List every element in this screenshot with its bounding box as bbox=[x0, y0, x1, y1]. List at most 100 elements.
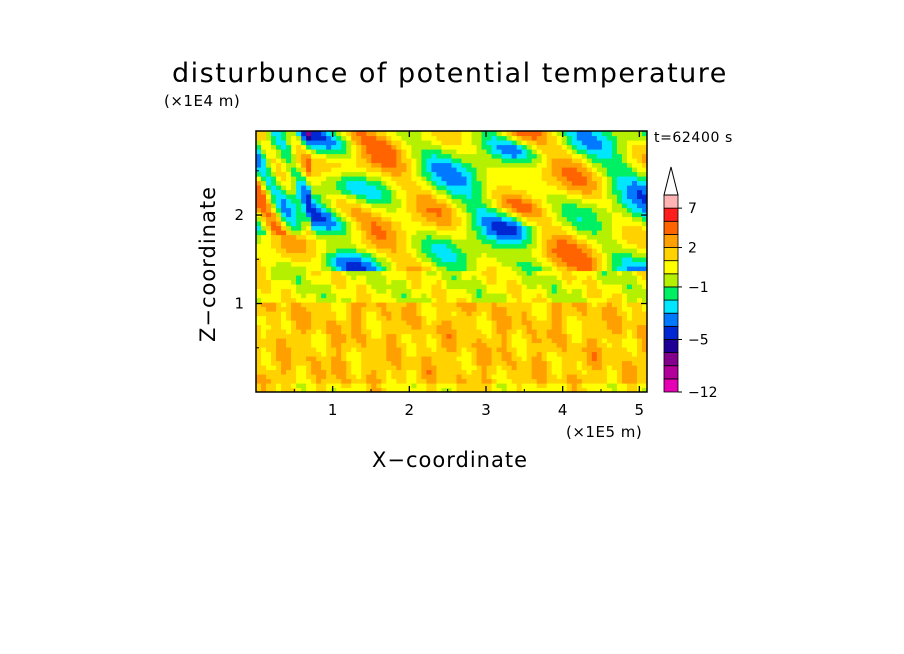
contour-cell bbox=[601, 131, 608, 137]
contour-cell bbox=[601, 162, 608, 168]
contour-cell bbox=[581, 239, 588, 245]
contour-cell bbox=[641, 270, 647, 276]
contour-cell bbox=[481, 221, 488, 227]
contour-cell bbox=[366, 135, 372, 141]
contour-cell bbox=[521, 221, 528, 227]
contour-cell bbox=[416, 176, 423, 182]
contour-cell bbox=[616, 185, 623, 191]
contour-cell bbox=[436, 365, 443, 371]
contour-cell bbox=[621, 225, 628, 231]
contour-cell bbox=[256, 306, 262, 312]
contour-cell bbox=[636, 189, 643, 195]
contour-cell bbox=[611, 167, 618, 173]
contour-cell bbox=[521, 360, 528, 366]
contour-cell bbox=[631, 248, 638, 254]
contour-cell bbox=[621, 360, 628, 366]
contour-cell bbox=[406, 198, 412, 204]
contour-cell bbox=[321, 171, 327, 177]
contour-cell bbox=[576, 347, 583, 353]
contour-cell bbox=[371, 144, 377, 150]
contour-cell bbox=[316, 338, 322, 344]
contour-cell bbox=[586, 351, 593, 357]
contour-cell bbox=[486, 153, 493, 159]
contour-cell bbox=[596, 360, 603, 366]
contour-cell bbox=[481, 158, 488, 164]
contour-cell bbox=[596, 234, 603, 240]
contour-cell bbox=[561, 270, 568, 276]
contour-cell bbox=[351, 338, 357, 344]
contour-cell bbox=[256, 288, 262, 294]
contour-cell bbox=[596, 198, 603, 204]
contour-cell bbox=[476, 266, 483, 272]
contour-cell bbox=[311, 261, 317, 267]
contour-cell bbox=[451, 135, 458, 141]
contour-cell bbox=[256, 329, 262, 335]
contour-cell bbox=[601, 185, 608, 191]
contour-cell bbox=[316, 356, 322, 362]
contour-cell bbox=[486, 270, 493, 276]
contour-cell bbox=[596, 270, 603, 276]
contour-cell bbox=[326, 383, 332, 389]
contour-cell bbox=[611, 153, 618, 159]
contour-cell bbox=[341, 324, 347, 330]
contour-cell bbox=[566, 378, 573, 384]
contour-cell bbox=[266, 171, 272, 177]
contour-cell bbox=[331, 149, 337, 155]
contour-cell bbox=[596, 239, 603, 245]
contour-cell bbox=[611, 315, 618, 321]
contour-cell bbox=[286, 351, 292, 357]
contour-cell bbox=[291, 288, 297, 294]
contour-cell bbox=[591, 135, 598, 141]
contour-cell bbox=[381, 383, 387, 389]
contour-cell bbox=[541, 171, 548, 177]
contour-cell bbox=[621, 284, 628, 290]
contour-cell bbox=[366, 212, 372, 218]
contour-cell bbox=[386, 248, 392, 254]
contour-cell bbox=[296, 212, 302, 218]
contour-cell bbox=[456, 320, 463, 326]
contour-cell bbox=[391, 347, 397, 353]
contour-cell bbox=[496, 140, 503, 146]
contour-cell bbox=[376, 257, 382, 263]
contour-cell bbox=[321, 266, 327, 272]
contour-cell bbox=[641, 279, 647, 285]
contour-cell bbox=[536, 180, 543, 186]
contour-cell bbox=[276, 383, 282, 389]
contour-cell bbox=[596, 171, 603, 177]
contour-cell bbox=[616, 333, 623, 339]
contour-cell bbox=[376, 194, 382, 200]
contour-cell bbox=[346, 374, 352, 380]
contour-cell bbox=[306, 252, 312, 258]
contour-cell bbox=[611, 230, 618, 236]
contour-cell bbox=[571, 324, 578, 330]
contour-cell bbox=[366, 270, 372, 276]
contour-cell bbox=[531, 378, 538, 384]
contour-cell bbox=[366, 131, 372, 137]
contour-cell bbox=[431, 144, 438, 150]
contour-cell bbox=[546, 329, 553, 335]
contour-cell bbox=[506, 333, 513, 339]
contour-cell bbox=[286, 216, 292, 222]
contour-cell bbox=[321, 383, 327, 389]
contour-cell bbox=[621, 261, 628, 267]
contour-cell bbox=[351, 239, 357, 245]
contour-cell bbox=[571, 275, 578, 281]
contour-cell bbox=[411, 176, 418, 182]
contour-cell bbox=[546, 171, 553, 177]
contour-cell bbox=[581, 266, 588, 272]
contour-cell bbox=[506, 261, 513, 267]
contour-cell bbox=[506, 243, 513, 249]
contour-cell bbox=[541, 302, 548, 308]
contour-cell bbox=[506, 167, 513, 173]
contour-cell bbox=[466, 293, 473, 299]
contour-cell bbox=[571, 140, 578, 146]
contour-cell bbox=[516, 185, 523, 191]
contour-cell bbox=[471, 176, 478, 182]
contour-cell bbox=[286, 324, 292, 330]
contour-cell bbox=[551, 320, 558, 326]
contour-cell bbox=[256, 243, 262, 249]
contour-cell bbox=[321, 131, 327, 137]
contour-cell bbox=[336, 185, 342, 191]
contour-cell bbox=[571, 306, 578, 312]
contour-cell bbox=[261, 216, 267, 222]
